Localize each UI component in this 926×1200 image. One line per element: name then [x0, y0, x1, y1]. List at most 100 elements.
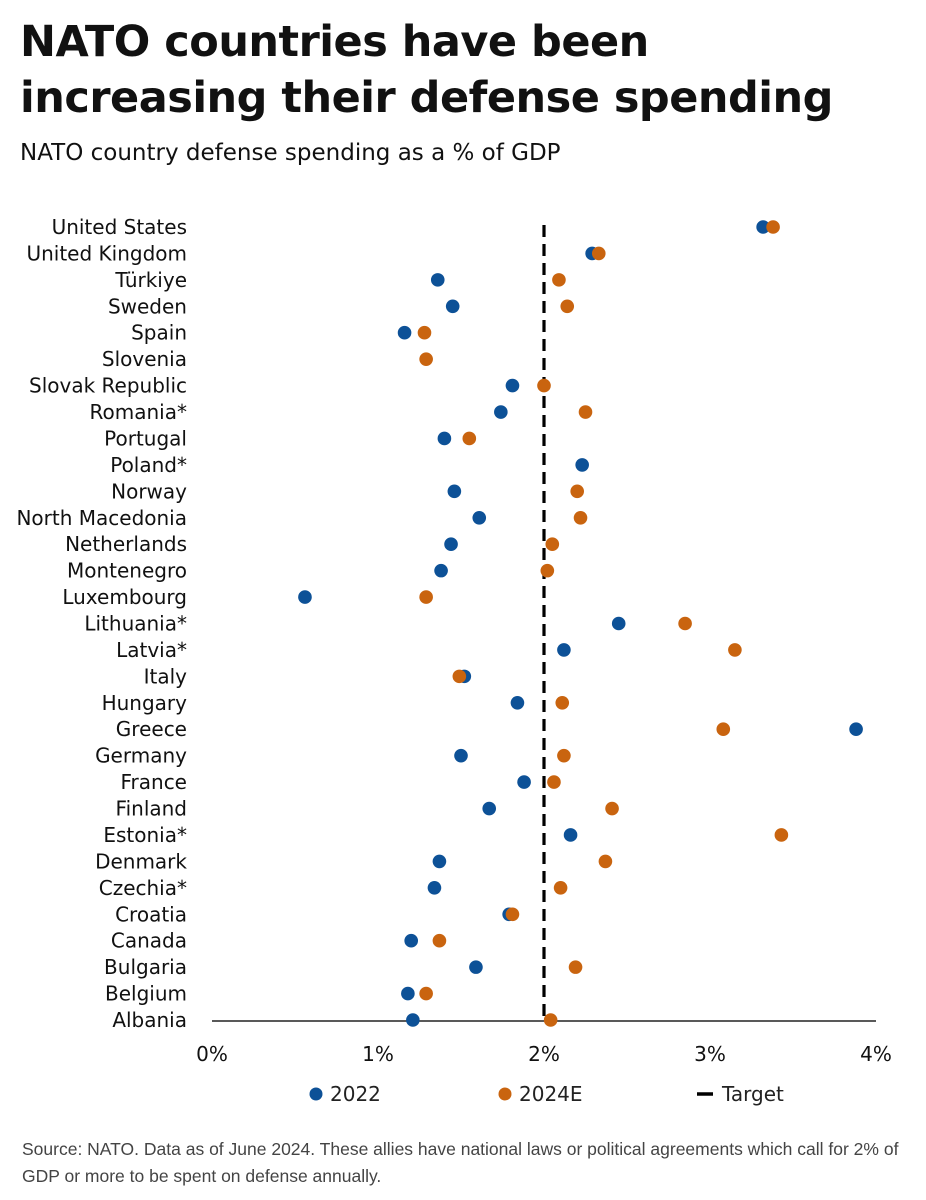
point-2024e-montenegro	[540, 563, 555, 578]
point-2024e-bulgaria	[568, 960, 583, 974]
point-2022-hungary	[510, 696, 525, 710]
point-2024e-croatia	[505, 907, 520, 922]
point-2022-finland	[482, 801, 497, 816]
point-2024e-latvia	[728, 643, 742, 657]
category-label-t-rkiye: Türkiye	[114, 268, 187, 292]
category-label-latvia: Latvia*	[116, 638, 187, 662]
category-label-hungary: Hungary	[102, 691, 188, 715]
x-tick-label-1: 1%	[362, 1042, 394, 1066]
point-2022-czechia	[427, 881, 442, 895]
category-label-france: France	[120, 770, 187, 794]
point-2022-romania	[494, 405, 508, 419]
point-2022-bulgaria	[469, 960, 483, 974]
point-2022-estonia	[563, 828, 578, 842]
point-2022-spain	[397, 325, 412, 340]
point-2022-united-states	[756, 220, 770, 234]
x-tick-label-0: 0%	[196, 1042, 228, 1066]
category-label-romania: Romania*	[90, 400, 187, 424]
category-label-finland: Finland	[116, 797, 187, 821]
category-label-albania: Albania	[112, 1008, 187, 1032]
point-2024e-sweden	[560, 299, 575, 314]
point-2022-luxembourg	[298, 590, 312, 604]
point-2022-poland	[575, 458, 589, 472]
x-tick-label-3: 3%	[694, 1042, 726, 1066]
legend-label-target: Target	[721, 1082, 784, 1106]
point-2024e-united-states	[766, 220, 780, 234]
point-2024e-lithuania	[678, 616, 692, 631]
category-label-greece: Greece	[116, 717, 187, 741]
data-points	[298, 220, 863, 1027]
point-2022-greece	[849, 722, 863, 737]
point-2024e-spain	[417, 325, 432, 340]
category-label-united-kingdom: United Kingdom	[26, 241, 187, 265]
point-2024e-portugal	[462, 431, 477, 446]
point-2022-netherlands	[444, 537, 458, 551]
category-label-poland: Poland*	[110, 453, 187, 477]
point-2024e-luxembourg	[419, 590, 433, 604]
legend: 2022 2024E Target	[309, 1082, 784, 1106]
point-2024e-finland	[605, 801, 619, 816]
point-2022-norway	[447, 484, 462, 499]
chart-title: NATO countries have been increasing thei…	[20, 17, 833, 123]
category-label-germany: Germany	[95, 744, 187, 768]
x-tick-label-4: 4%	[860, 1042, 892, 1066]
category-label-bulgaria: Bulgaria	[104, 955, 187, 979]
point-2022-portugal	[437, 431, 452, 446]
point-2024e-france	[547, 775, 561, 789]
point-2022-denmark	[432, 854, 447, 869]
category-label-lithuania: Lithuania*	[84, 612, 187, 636]
point-2022-lithuania	[611, 616, 626, 631]
point-2022-sweden	[445, 299, 460, 314]
point-2024e-romania	[578, 405, 593, 419]
point-2022-albania	[406, 1013, 420, 1027]
point-2022-t-rkiye	[430, 273, 445, 287]
category-label-united-states: United States	[52, 215, 187, 239]
point-2022-belgium	[401, 986, 415, 1001]
point-2024e-belgium	[419, 986, 433, 1001]
x-tick-label-2: 2%	[528, 1042, 560, 1066]
point-2024e-t-rkiye	[552, 273, 566, 287]
category-label-canada: Canada	[111, 929, 187, 953]
point-2024e-germany	[557, 748, 571, 763]
category-label-czechia: Czechia*	[99, 876, 187, 900]
category-label-italy: Italy	[144, 664, 188, 688]
category-label-denmark: Denmark	[95, 849, 187, 873]
point-2024e-netherlands	[545, 537, 560, 551]
point-2022-germany	[454, 748, 468, 763]
category-label-montenegro: Montenegro	[67, 559, 187, 583]
point-2022-latvia	[557, 643, 571, 657]
category-label-luxembourg: Luxembourg	[62, 585, 187, 609]
point-2024e-hungary	[555, 696, 570, 710]
point-2024e-greece	[716, 722, 731, 737]
legend-dot-2024e	[498, 1087, 512, 1101]
x-tick-labels: 0% 1% 2% 3% 4%	[196, 1042, 892, 1066]
point-2024e-estonia	[774, 828, 789, 842]
source-note: Source: NATO. Data as of June 2024. Thes…	[22, 1139, 899, 1186]
point-2022-montenegro	[434, 563, 448, 578]
category-label-slovenia: Slovenia	[102, 347, 187, 371]
point-2024e-canada	[432, 933, 447, 948]
category-label-spain: Spain	[131, 321, 187, 345]
point-2024e-united-kingdom	[591, 246, 606, 261]
point-2022-canada	[404, 933, 419, 948]
point-2024e-slovenia	[419, 352, 433, 366]
point-2022-north-macedonia	[472, 510, 487, 525]
point-2024e-czechia	[553, 881, 568, 895]
point-2022-slovak-republic	[505, 378, 520, 393]
category-label-croatia: Croatia	[115, 902, 187, 926]
point-2024e-denmark	[598, 854, 613, 869]
point-2024e-norway	[570, 484, 584, 499]
legend-label-2024e: 2024E	[519, 1082, 583, 1106]
point-2024e-north-macedonia	[573, 510, 588, 525]
category-label-portugal: Portugal	[104, 426, 187, 450]
category-label-sweden: Sweden	[108, 294, 187, 318]
point-2024e-albania	[543, 1013, 558, 1027]
category-label-norway: Norway	[111, 479, 187, 503]
chart-subtitle: NATO country defense spending as a % of …	[20, 140, 561, 166]
legend-dot-2022	[309, 1087, 323, 1101]
point-2024e-italy	[452, 669, 467, 684]
category-label-belgium: Belgium	[105, 982, 187, 1006]
category-label-netherlands: Netherlands	[65, 532, 187, 556]
